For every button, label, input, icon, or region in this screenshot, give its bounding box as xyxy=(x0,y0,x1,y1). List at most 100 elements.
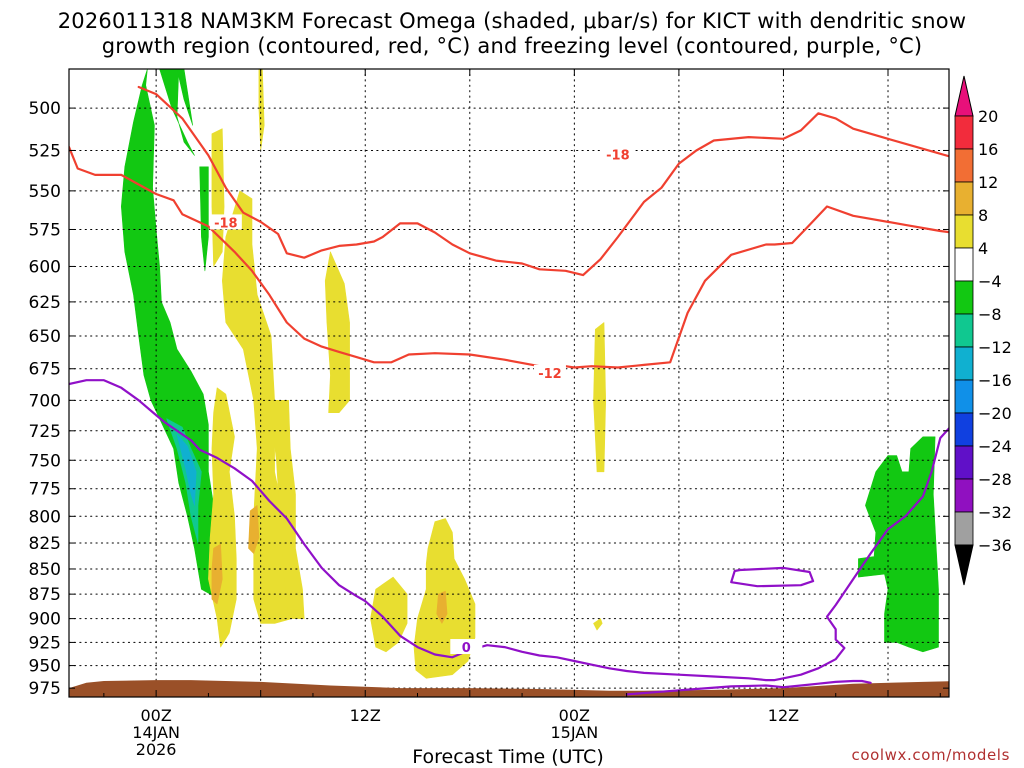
contour-label-0: 0 xyxy=(462,641,471,656)
colorbar-segment-1 xyxy=(954,115,974,150)
colorbar-segment-9 xyxy=(954,379,974,414)
y-tick-label-950: 950 xyxy=(29,657,61,677)
y-tick-label-825: 825 xyxy=(29,534,61,554)
gridlines xyxy=(69,69,949,697)
omega-region-17 xyxy=(324,251,350,414)
y-tick-label-650: 650 xyxy=(29,327,61,347)
omega-region-20 xyxy=(593,322,607,473)
x-tick-label-12-line1: 12Z xyxy=(350,706,381,725)
contour-label--18: -18 xyxy=(214,216,238,231)
y-tick-label-550: 550 xyxy=(29,182,61,202)
colorbar-label: −32 xyxy=(978,503,1012,522)
colorbar-label: −20 xyxy=(978,404,1012,423)
colorbar-label: 20 xyxy=(978,107,998,126)
y-tick-label-775: 775 xyxy=(29,480,61,500)
y-tick-label-525: 525 xyxy=(29,141,61,161)
omega-region-26 xyxy=(436,590,448,624)
chart-title-line-1: 2026011318 NAM3KM Forecast Omega (shaded… xyxy=(58,9,966,33)
y-tick-label-900: 900 xyxy=(29,610,61,630)
x-tick-label-24-line1: 00Z xyxy=(559,706,590,725)
y-tick-label-975: 975 xyxy=(29,679,61,699)
colorbar-label: −12 xyxy=(978,338,1012,357)
colorbar-segment-11 xyxy=(954,445,974,480)
omega-region-24 xyxy=(211,543,223,605)
credit-text: coolwx.com/models xyxy=(852,746,1011,764)
y-axis-ticks: 500 525 550 575 600 625 650 675 700 725 750 775 800 8… xyxy=(29,99,949,699)
omega-shading xyxy=(121,69,1015,679)
contour-label-bg--18-0 xyxy=(209,214,242,230)
y-tick-label-700: 700 xyxy=(29,391,61,411)
contour-label--18: -18 xyxy=(606,148,630,163)
y-tick-label-725: 725 xyxy=(29,422,61,442)
contour-label-bg--18-1 xyxy=(601,146,634,162)
colorbar-segment-4 xyxy=(954,214,974,249)
omega-region-18 xyxy=(370,576,408,653)
y-tick-label-750: 750 xyxy=(29,451,61,471)
chart-title-line-2: growth region (contoured, red, °C) and f… xyxy=(102,34,923,58)
contour-0-lower xyxy=(625,679,872,696)
colorbar-segment-5 xyxy=(954,247,974,282)
x-tick-label-24-line2: 15JAN xyxy=(550,723,598,742)
colorbar-label: 4 xyxy=(978,239,988,258)
y-tick-label-875: 875 xyxy=(29,585,61,605)
colorbar-label: −28 xyxy=(978,470,1012,489)
omega-region-6 xyxy=(176,434,197,506)
omega-region-25 xyxy=(248,505,260,554)
colorbar-segment-3 xyxy=(954,181,974,216)
colorbar-label: −8 xyxy=(978,305,1002,324)
omega-region-14 xyxy=(211,128,225,267)
contour--18 xyxy=(69,146,949,369)
contour--12 xyxy=(137,85,949,277)
colorbar-label: 8 xyxy=(978,206,988,225)
y-tick-label-800: 800 xyxy=(29,507,61,527)
y-tick-label-625: 625 xyxy=(29,293,61,313)
colorbar-label: −36 xyxy=(978,536,1012,555)
y-tick-label-500: 500 xyxy=(29,99,61,119)
colorbar-segment-12 xyxy=(954,478,974,513)
colorbar-segment-7 xyxy=(954,313,974,348)
x-tick-label-0-line2: 14JAN xyxy=(132,723,180,742)
omega-region-12 xyxy=(222,190,293,624)
omega-region-4 xyxy=(199,166,209,272)
contour-0 xyxy=(69,379,949,682)
x-axis-label: Forecast Time (UTC) xyxy=(412,746,603,768)
colorbar: 20 16 12 8 4 −4 −8 −12 −16 −20 −24 −28 −32 −36 xyxy=(954,75,1012,586)
contour-label--12: -12 xyxy=(538,367,562,382)
ground-surface xyxy=(69,680,949,697)
omega-region-3 xyxy=(176,69,193,126)
colorbar-label: −4 xyxy=(978,272,1002,291)
omega-region-7 xyxy=(858,436,939,653)
contour-label-bg--12-0 xyxy=(533,364,566,380)
colorbar-segment-2 xyxy=(954,148,974,183)
colorbar-segment-6 xyxy=(954,280,974,315)
ground-band xyxy=(69,680,949,697)
colorbar-segment-8 xyxy=(954,346,974,381)
omega-region-13 xyxy=(269,399,305,619)
colorbar-top-arrow xyxy=(954,75,974,117)
plot-area: -18 -18 -12 0 xyxy=(69,69,1015,697)
omega-region-21 xyxy=(593,618,603,631)
colorbar-label: 16 xyxy=(978,140,998,159)
colorbar-label: −24 xyxy=(978,437,1012,456)
colorbar-segment-10 xyxy=(954,412,974,447)
y-tick-label-600: 600 xyxy=(29,257,61,277)
y-tick-label-675: 675 xyxy=(29,360,61,380)
x-tick-label-36-line1: 12Z xyxy=(768,706,799,725)
contours: -18 -18 -12 0 xyxy=(69,85,949,696)
x-tick-label-0-line1: 00Z xyxy=(140,706,171,725)
colorbar-bottom-arrow xyxy=(954,544,974,586)
omega-region-10 xyxy=(1010,69,1015,91)
y-tick-label-575: 575 xyxy=(29,220,61,240)
colorbar-segment-13 xyxy=(954,511,974,546)
omega-region-16 xyxy=(258,69,265,151)
y-tick-label-850: 850 xyxy=(29,560,61,580)
colorbar-label: 12 xyxy=(978,173,998,192)
x-tick-label-0-line3: 2026 xyxy=(136,740,177,759)
y-tick-label-925: 925 xyxy=(29,633,61,653)
contour-label-bg-0-0 xyxy=(450,639,483,655)
contour-0-loop xyxy=(730,566,815,588)
colorbar-label: −16 xyxy=(978,371,1012,390)
plot-frame xyxy=(68,68,950,698)
